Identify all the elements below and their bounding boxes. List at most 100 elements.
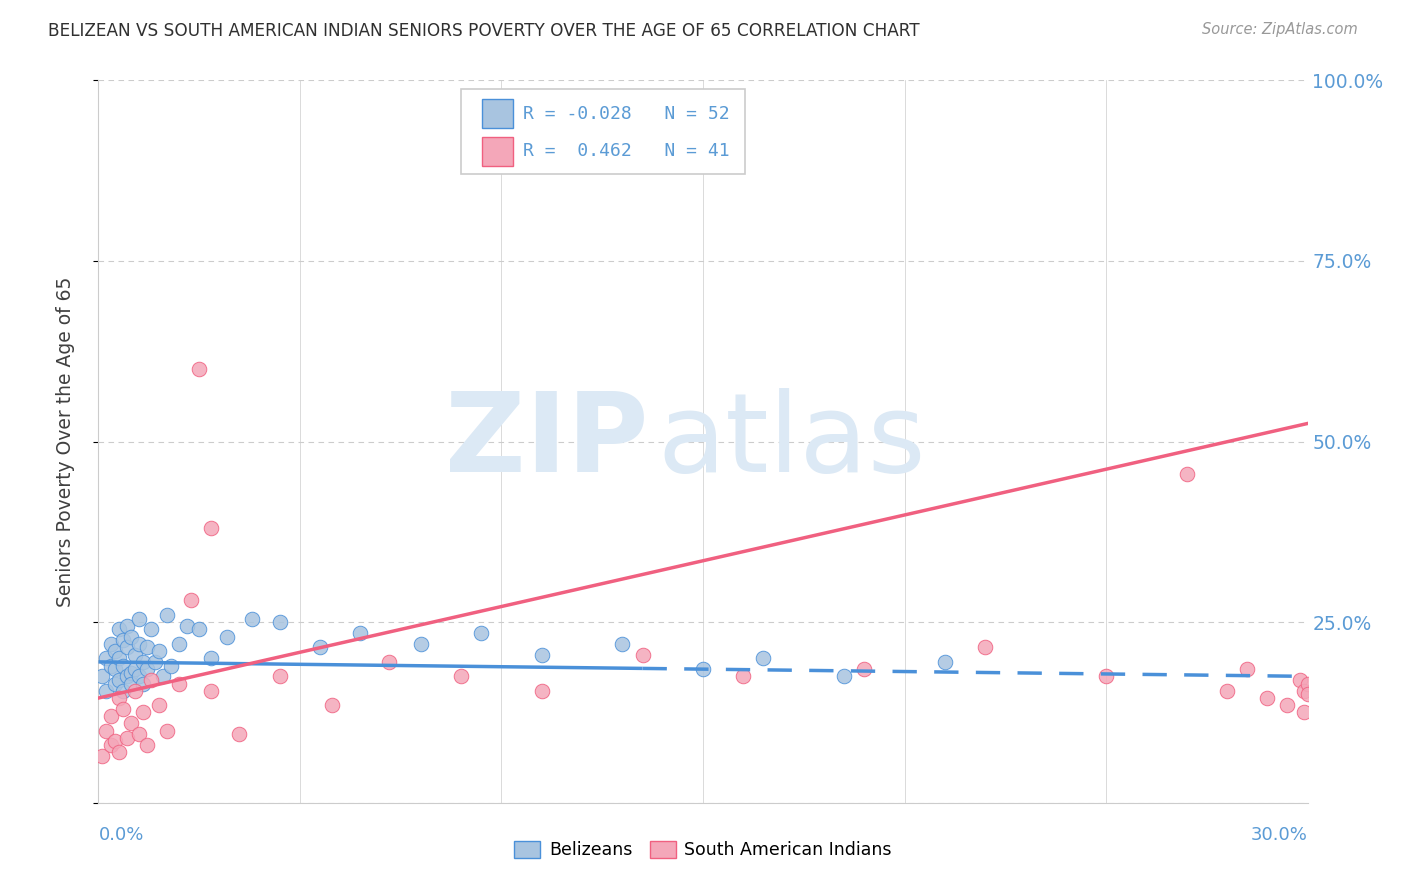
- Point: [111, 702, 134, 716]
- Point: [269, 669, 291, 683]
- Point: [115, 731, 138, 745]
- Point: [120, 665, 142, 680]
- Point: [111, 658, 134, 673]
- Point: [124, 662, 146, 676]
- FancyBboxPatch shape: [482, 99, 513, 128]
- Point: [733, 669, 755, 683]
- Point: [612, 637, 634, 651]
- Point: [124, 648, 146, 662]
- Point: [1292, 683, 1315, 698]
- Point: [188, 362, 211, 376]
- Point: [176, 619, 198, 633]
- Point: [631, 648, 654, 662]
- Text: 30.0%: 30.0%: [1251, 826, 1308, 844]
- Point: [200, 651, 222, 665]
- Point: [91, 748, 114, 763]
- Text: R = -0.028   N = 52: R = -0.028 N = 52: [523, 104, 730, 122]
- Point: [115, 619, 138, 633]
- Point: [853, 662, 876, 676]
- Point: [128, 611, 150, 625]
- Point: [832, 669, 855, 683]
- Point: [115, 640, 138, 655]
- FancyBboxPatch shape: [482, 136, 513, 166]
- Point: [450, 669, 472, 683]
- Point: [120, 716, 142, 731]
- Point: [152, 669, 174, 683]
- Point: [115, 669, 138, 683]
- Point: [135, 662, 157, 676]
- Point: [1296, 687, 1319, 701]
- Point: [124, 683, 146, 698]
- Point: [530, 648, 553, 662]
- Text: Source: ZipAtlas.com: Source: ZipAtlas.com: [1202, 22, 1358, 37]
- Point: [240, 611, 263, 625]
- Point: [1292, 706, 1315, 720]
- Point: [1216, 683, 1239, 698]
- Point: [200, 521, 222, 535]
- Point: [156, 607, 179, 622]
- Text: ZIP: ZIP: [446, 388, 648, 495]
- Point: [91, 669, 114, 683]
- Point: [692, 662, 714, 676]
- Point: [200, 683, 222, 698]
- Point: [148, 644, 170, 658]
- Point: [148, 698, 170, 713]
- Point: [309, 640, 332, 655]
- Point: [107, 691, 129, 706]
- Legend: Belizeans, South American Indians: Belizeans, South American Indians: [508, 834, 898, 866]
- Point: [100, 738, 122, 752]
- Point: [1277, 698, 1299, 713]
- Point: [100, 658, 122, 673]
- Point: [139, 623, 162, 637]
- Point: [120, 676, 142, 690]
- Point: [217, 630, 239, 644]
- Point: [103, 734, 125, 748]
- Point: [934, 655, 956, 669]
- Point: [180, 593, 202, 607]
- Point: [139, 673, 162, 687]
- Point: [1288, 673, 1310, 687]
- Point: [269, 615, 291, 630]
- Point: [103, 644, 125, 658]
- Point: [100, 709, 122, 723]
- Point: [167, 637, 190, 651]
- Point: [128, 727, 150, 741]
- Point: [107, 673, 129, 687]
- Text: BELIZEAN VS SOUTH AMERICAN INDIAN SENIORS POVERTY OVER THE AGE OF 65 CORRELATION: BELIZEAN VS SOUTH AMERICAN INDIAN SENIOR…: [48, 22, 920, 40]
- Point: [120, 630, 142, 644]
- Point: [128, 669, 150, 683]
- Point: [974, 640, 997, 655]
- Point: [167, 676, 190, 690]
- Point: [1256, 691, 1278, 706]
- Point: [111, 683, 134, 698]
- Point: [1095, 669, 1118, 683]
- Point: [752, 651, 775, 665]
- Point: [135, 640, 157, 655]
- Point: [409, 637, 432, 651]
- FancyBboxPatch shape: [461, 89, 745, 174]
- Point: [377, 655, 399, 669]
- Point: [135, 738, 157, 752]
- Point: [100, 637, 122, 651]
- Point: [156, 723, 179, 738]
- Point: [103, 676, 125, 690]
- Point: [160, 658, 183, 673]
- Point: [111, 633, 134, 648]
- Point: [228, 727, 250, 741]
- Point: [96, 651, 118, 665]
- Point: [103, 662, 125, 676]
- Point: [349, 626, 371, 640]
- Point: [470, 626, 492, 640]
- Point: [107, 745, 129, 759]
- Text: 0.0%: 0.0%: [98, 826, 143, 844]
- Point: [530, 683, 553, 698]
- Y-axis label: Seniors Poverty Over the Age of 65: Seniors Poverty Over the Age of 65: [56, 277, 75, 607]
- Text: atlas: atlas: [657, 388, 925, 495]
- Point: [1236, 662, 1258, 676]
- Point: [107, 651, 129, 665]
- Point: [188, 623, 211, 637]
- Point: [128, 637, 150, 651]
- Point: [321, 698, 343, 713]
- Point: [143, 655, 166, 669]
- Point: [132, 655, 155, 669]
